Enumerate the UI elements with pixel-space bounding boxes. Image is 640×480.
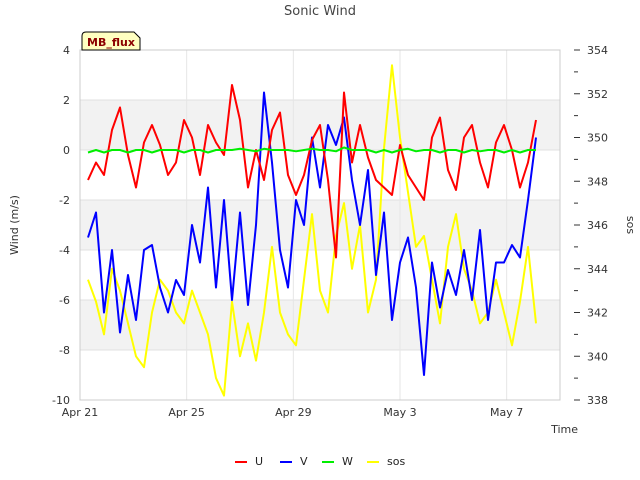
y-right-tick-label: 346 xyxy=(587,219,608,232)
x-tick-label: May 7 xyxy=(490,406,523,419)
y-tick-label: 4 xyxy=(63,44,70,57)
x-axis-title: Time xyxy=(550,423,578,436)
y-right-tick-label: 348 xyxy=(587,175,608,188)
plot-frame xyxy=(79,49,561,401)
mb-flux-badge: MB_flux xyxy=(81,31,141,51)
y-right-tick-label: 354 xyxy=(587,44,608,57)
grid-band xyxy=(80,300,560,350)
legend-label-sos: sos xyxy=(387,455,405,468)
y-right-tick-label: 350 xyxy=(587,132,608,145)
y-right-tick-label: 342 xyxy=(587,307,608,320)
x-tick-label: Apr 25 xyxy=(168,406,205,419)
y-tick-label: -6 xyxy=(59,294,70,307)
y-tick-label: 2 xyxy=(63,94,70,107)
y-tick-label: -10 xyxy=(52,394,70,407)
grid-bands xyxy=(80,49,560,401)
x-tick-label: Apr 21 xyxy=(62,406,99,419)
left-axis: 4 2 0 -2 -4 -6 -8 -10 xyxy=(52,44,70,407)
y-right-tick-label: 340 xyxy=(587,350,608,363)
legend-label-w: W xyxy=(342,455,353,468)
series-line-w xyxy=(87,146,536,154)
y-tick-label: -4 xyxy=(59,244,70,257)
right-axis: 354 352 350 348 346 344 342 340 338 xyxy=(574,44,608,407)
series-layer xyxy=(87,64,537,397)
y-right-tick-label: 344 xyxy=(587,263,608,276)
legend-label-v: V xyxy=(300,455,308,468)
grid-band xyxy=(80,200,560,250)
y-right-axis-title: sos xyxy=(624,216,637,234)
y-right-tick-label: 352 xyxy=(587,88,608,101)
y-axis-title: Wind (m/s) xyxy=(8,195,21,255)
chart-title: Sonic Wind xyxy=(284,4,356,19)
badge-shape xyxy=(81,31,141,51)
series-line-v xyxy=(87,91,537,376)
x-tick-label: Apr 29 xyxy=(275,406,312,419)
y-right-tick-label: 338 xyxy=(587,394,608,407)
y-tick-label: -2 xyxy=(59,194,70,207)
series-line-u xyxy=(87,84,537,259)
series-line-sos xyxy=(87,64,537,397)
badge-label: MB_flux xyxy=(87,36,135,49)
y-tick-label: -8 xyxy=(59,344,70,357)
y-tick-label: 0 xyxy=(63,144,70,157)
bottom-axis: Apr 21 Apr 25 Apr 29 May 3 May 7 xyxy=(62,406,524,419)
legend-label-u: U xyxy=(255,455,263,468)
x-tick-label: May 3 xyxy=(383,406,416,419)
